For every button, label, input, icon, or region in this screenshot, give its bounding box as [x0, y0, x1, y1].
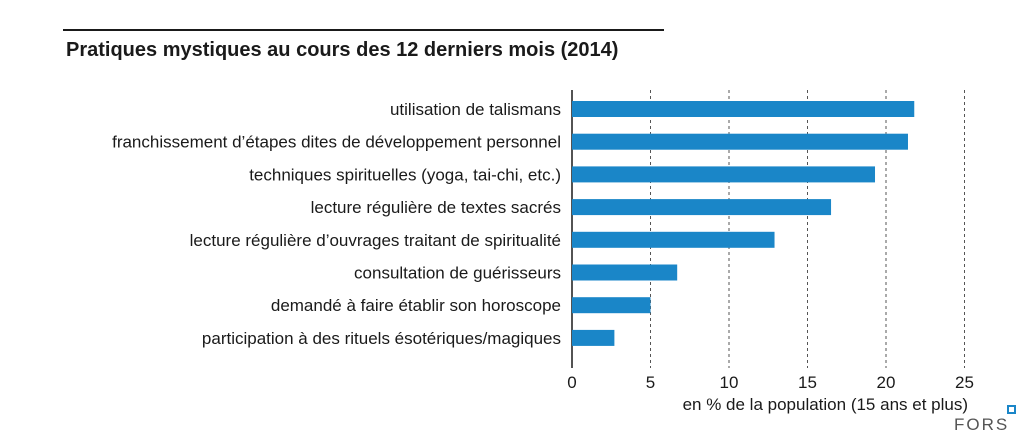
category-labels: utilisation de talismans franchissement d…: [112, 100, 561, 348]
x-tick-label: 5: [646, 373, 655, 392]
x-tick-labels: 0 5 10 15 20 25: [567, 373, 974, 392]
fors-logo-text: FORS: [954, 415, 1009, 434]
bars: [572, 101, 915, 346]
chart-title: Pratiques mystiques au cours des 12 dern…: [66, 39, 618, 61]
x-tick-label: 20: [877, 373, 896, 392]
bar: [572, 133, 908, 150]
category-label: utilisation de talismans: [390, 100, 561, 119]
x-tick-label: 10: [720, 373, 739, 392]
fors-logo: FORS: [954, 405, 1016, 434]
bar: [572, 297, 651, 314]
category-label: lecture régulière de textes sacrés: [311, 198, 561, 217]
category-label: lecture régulière d’ouvrages traitant de…: [190, 231, 561, 250]
bar: [572, 166, 876, 183]
fors-logo-square-icon: [1007, 405, 1016, 414]
category-label: participation à des rituels ésotériques/…: [202, 329, 561, 348]
bar: [572, 199, 832, 216]
bar: [572, 231, 775, 248]
category-label: demandé à faire établir son horoscope: [271, 296, 561, 315]
bar: [572, 329, 615, 346]
x-tick-label: 0: [567, 373, 576, 392]
bar: [572, 101, 915, 117]
bar: [572, 264, 678, 281]
category-label: franchissement d’étapes dites de dévelop…: [112, 133, 561, 152]
x-axis-title: en % de la population (15 ans et plus): [683, 395, 968, 414]
x-tick-label: 15: [798, 373, 817, 392]
category-label: consultation de guérisseurs: [354, 264, 561, 283]
x-tick-label: 25: [955, 373, 974, 392]
gridlines: [571, 90, 965, 368]
category-label: techniques spirituelles (yoga, tai-chi, …: [249, 165, 561, 184]
